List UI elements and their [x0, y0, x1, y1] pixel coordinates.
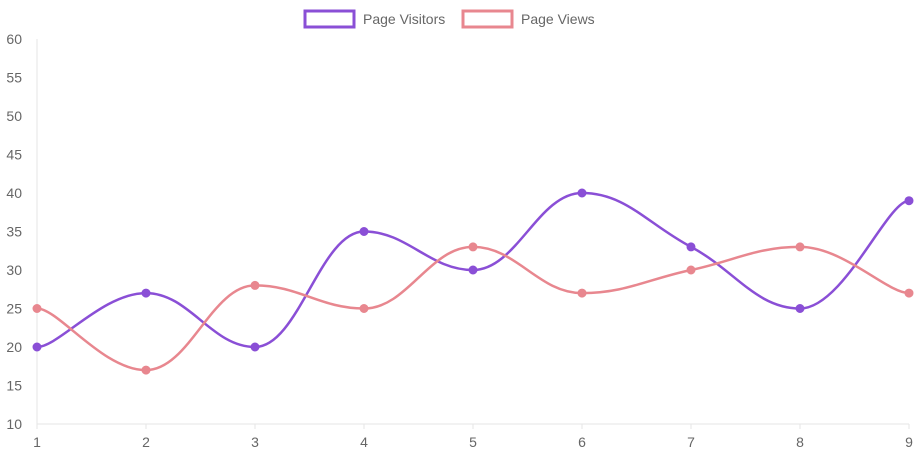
y-tick-label: 10 — [6, 416, 22, 432]
legend-label: Page Visitors — [363, 11, 445, 27]
y-tick-label: 60 — [6, 31, 22, 47]
data-point[interactable] — [32, 304, 42, 313]
data-point[interactable] — [359, 304, 369, 313]
data-point[interactable] — [904, 196, 914, 206]
y-tick-label: 55 — [6, 70, 22, 86]
data-point[interactable] — [795, 304, 805, 313]
legend-item[interactable]: Page Visitors — [303, 9, 445, 29]
x-tick-label: 5 — [469, 434, 477, 450]
x-tick-label: 9 — [905, 434, 913, 450]
data-point[interactable] — [686, 242, 696, 252]
data-point[interactable] — [686, 265, 696, 275]
legend-swatch — [303, 9, 356, 29]
y-tick-label: 45 — [6, 147, 22, 163]
y-tick-label: 15 — [6, 378, 22, 394]
data-point[interactable] — [795, 242, 805, 252]
y-tick-label: 20 — [6, 339, 22, 355]
data-point[interactable] — [577, 188, 587, 198]
data-point[interactable] — [577, 288, 587, 298]
x-tick-label: 6 — [578, 434, 586, 450]
data-point[interactable] — [468, 265, 478, 275]
series-layer — [32, 188, 914, 375]
data-point[interactable] — [32, 342, 42, 352]
series-page-visitors — [32, 188, 914, 352]
legend-label: Page Views — [521, 11, 595, 27]
series-line — [36, 245, 910, 372]
data-point[interactable] — [141, 288, 151, 298]
legend-item[interactable]: Page Views — [461, 9, 595, 29]
series-page-views — [32, 242, 914, 375]
x-axis: 1 2 3 4 5 6 7 8 9 — [33, 423, 913, 450]
x-tick-label: 4 — [360, 434, 368, 450]
data-point[interactable] — [904, 288, 914, 298]
data-point[interactable] — [468, 242, 478, 252]
x-tick-label: 8 — [796, 434, 804, 450]
x-tick-label: 3 — [251, 434, 259, 450]
y-tick-label: 30 — [6, 262, 22, 278]
x-tick-label: 2 — [142, 434, 150, 450]
data-point[interactable] — [359, 227, 369, 236]
x-tick-label: 7 — [687, 434, 695, 450]
y-tick-label: 25 — [6, 301, 22, 317]
data-point[interactable] — [141, 365, 151, 375]
data-point[interactable] — [250, 342, 260, 352]
y-axis: 10 15 20 25 30 35 40 45 50 55 60 — [6, 31, 38, 432]
legend-swatch — [461, 9, 514, 29]
y-tick-label: 35 — [6, 224, 22, 240]
y-tick-label: 40 — [6, 185, 22, 201]
data-point[interactable] — [250, 280, 260, 290]
legend: Page Visitors Page Views — [303, 9, 595, 29]
y-tick-label: 50 — [6, 108, 22, 124]
x-tick-label: 1 — [33, 434, 41, 450]
